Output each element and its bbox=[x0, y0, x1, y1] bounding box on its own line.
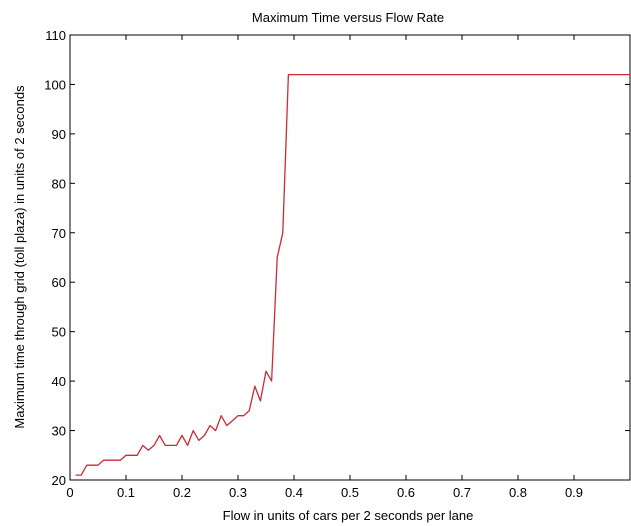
y-tick-label: 70 bbox=[52, 226, 66, 241]
x-tick-label: 0.3 bbox=[229, 485, 247, 500]
series-line bbox=[75, 73, 630, 476]
y-tick-label: 30 bbox=[52, 424, 66, 439]
y-tick-label: 110 bbox=[45, 28, 66, 43]
y-tick-label: 60 bbox=[52, 275, 66, 290]
x-tick-label: 0.4 bbox=[285, 485, 303, 500]
y-axis-label: Maximum time through grid (toll plaza) i… bbox=[12, 85, 27, 429]
chart-title: Maximum Time versus Flow Rate bbox=[252, 10, 444, 25]
x-tick-label: 0.6 bbox=[397, 485, 415, 500]
plot-area bbox=[69, 34, 631, 481]
x-tick-label: 0.7 bbox=[453, 485, 471, 500]
y-tick-label: 40 bbox=[52, 374, 66, 389]
y-tick-label: 20 bbox=[52, 473, 66, 488]
axis-ticks bbox=[69, 34, 630, 481]
y-tick-labels: 20 30 40 50 60 70 80 90 100 110 bbox=[44, 28, 66, 488]
x-tick-label: 0.8 bbox=[509, 485, 527, 500]
x-axis-label: Flow in units of cars per 2 seconds per … bbox=[223, 508, 474, 523]
y-tick-label: 90 bbox=[52, 127, 66, 142]
x-tick-label: 0.5 bbox=[341, 485, 359, 500]
y-tick-label: 80 bbox=[52, 176, 66, 191]
x-tick-label: 0.2 bbox=[173, 485, 191, 500]
y-tick-label: 100 bbox=[44, 77, 66, 92]
x-tick-label: 0 bbox=[66, 485, 73, 500]
x-tick-label: 0.1 bbox=[117, 485, 135, 500]
y-tick-label: 50 bbox=[52, 325, 66, 340]
x-tick-label: 0.9 bbox=[565, 485, 583, 500]
x-tick-labels: 0 0.1 0.2 0.3 0.4 0.5 0.6 0.7 0.8 0.9 bbox=[66, 485, 583, 500]
